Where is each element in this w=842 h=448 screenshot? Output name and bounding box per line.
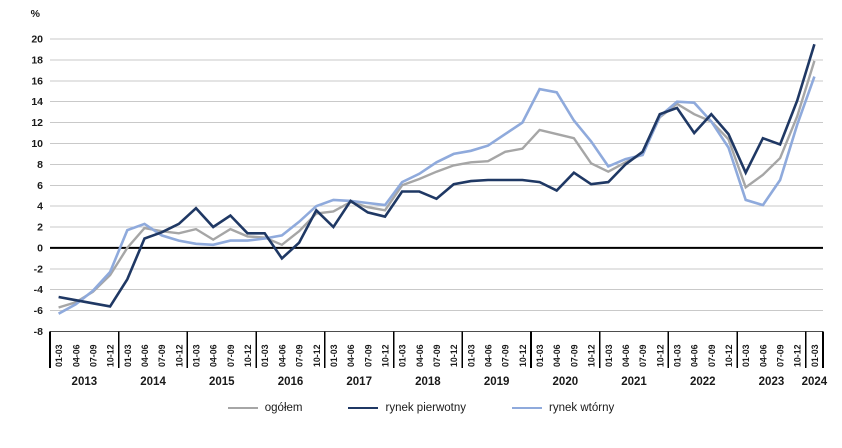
- svg-text:07-09: 07-09: [432, 344, 442, 367]
- svg-text:10-12: 10-12: [793, 344, 803, 367]
- svg-text:2020: 2020: [553, 376, 579, 388]
- svg-text:10-12: 10-12: [380, 344, 390, 367]
- svg-text:01-03: 01-03: [260, 344, 270, 367]
- svg-text:04-06: 04-06: [71, 344, 81, 367]
- svg-text:04-06: 04-06: [346, 344, 356, 367]
- svg-text:04-06: 04-06: [140, 344, 150, 367]
- data-series-lines: [57, 43, 816, 315]
- svg-text:2014: 2014: [140, 376, 166, 388]
- svg-text:2024: 2024: [802, 376, 828, 388]
- svg-text:07-09: 07-09: [569, 344, 579, 367]
- svg-text:01-03: 01-03: [466, 344, 476, 367]
- svg-text:-2: -2: [34, 263, 43, 275]
- svg-text:10-12: 10-12: [174, 344, 184, 367]
- svg-text:6: 6: [37, 180, 43, 192]
- svg-text:2015: 2015: [209, 376, 235, 388]
- svg-text:04-06: 04-06: [621, 344, 631, 367]
- svg-text:01-03: 01-03: [398, 344, 408, 367]
- svg-text:04-06: 04-06: [552, 344, 562, 367]
- svg-text:10-12: 10-12: [724, 344, 734, 367]
- legend-item-rynek-wtorny: rynek wtórny: [512, 402, 614, 414]
- svg-text:2021: 2021: [621, 376, 647, 388]
- legend-label-rynek-wtorny: rynek wtórny: [549, 402, 615, 414]
- svg-text:10-12: 10-12: [449, 344, 459, 367]
- legend-line-ogolem-icon: [227, 406, 258, 410]
- svg-text:2022: 2022: [690, 376, 716, 388]
- legend-line-rynek-pierwotny-icon: [348, 406, 379, 410]
- chart-legend: ogółem rynek pierwotny rynek wtórny: [0, 402, 842, 414]
- svg-text:-4: -4: [34, 284, 43, 296]
- svg-text:04-06: 04-06: [690, 344, 700, 367]
- svg-text:-6: -6: [34, 305, 43, 317]
- svg-text:07-09: 07-09: [88, 344, 98, 367]
- svg-text:07-09: 07-09: [707, 344, 717, 367]
- svg-text:10-12: 10-12: [106, 344, 116, 367]
- svg-text:0: 0: [37, 242, 43, 254]
- svg-text:01-03: 01-03: [329, 344, 339, 367]
- svg-text:07-09: 07-09: [776, 344, 786, 367]
- legend-label-rynek-pierwotny: rynek pierwotny: [385, 402, 467, 414]
- legend-line-rynek-wtorny-icon: [512, 406, 543, 410]
- svg-text:2023: 2023: [759, 376, 785, 388]
- legend-item-ogolem: ogółem: [227, 402, 303, 414]
- svg-text:04-06: 04-06: [209, 344, 219, 367]
- svg-text:01-03: 01-03: [672, 344, 682, 367]
- svg-text:12: 12: [31, 117, 43, 129]
- svg-text:01-03: 01-03: [192, 344, 202, 367]
- svg-text:07-09: 07-09: [157, 344, 167, 367]
- svg-text:04-06: 04-06: [415, 344, 425, 367]
- svg-text:2016: 2016: [278, 376, 304, 388]
- svg-text:04-06: 04-06: [277, 344, 287, 367]
- svg-text:10-12: 10-12: [243, 344, 253, 367]
- svg-text:18: 18: [31, 54, 43, 66]
- svg-text:16: 16: [31, 75, 43, 87]
- svg-text:10: 10: [31, 138, 43, 150]
- svg-text:01-03: 01-03: [123, 344, 133, 367]
- svg-text:07-09: 07-09: [363, 344, 373, 367]
- legend-label-ogolem: ogółem: [264, 402, 303, 414]
- svg-text:07-09: 07-09: [501, 344, 511, 367]
- svg-text:07-09: 07-09: [638, 344, 648, 367]
- svg-text:01-03: 01-03: [54, 344, 64, 367]
- svg-text:2019: 2019: [484, 376, 510, 388]
- svg-text:4: 4: [37, 201, 43, 213]
- svg-text:10-12: 10-12: [518, 344, 528, 367]
- svg-text:07-09: 07-09: [226, 344, 236, 367]
- legend-item-rynek-pierwotny: rynek pierwotny: [348, 402, 466, 414]
- y-axis-unit-label: %: [31, 8, 41, 20]
- svg-text:01-03: 01-03: [535, 344, 545, 367]
- x-axis: 01-03 04-06 07-09 10-12 01-03 04-06 07-09 10-12…: [49, 331, 828, 388]
- svg-text:8: 8: [37, 159, 43, 171]
- svg-text:2018: 2018: [415, 376, 441, 388]
- svg-text:2013: 2013: [72, 376, 98, 388]
- svg-text:01-03: 01-03: [604, 344, 614, 367]
- svg-text:07-09: 07-09: [295, 344, 305, 367]
- svg-text:10-12: 10-12: [655, 344, 665, 367]
- svg-text:10-12: 10-12: [312, 344, 322, 367]
- svg-text:-8: -8: [34, 326, 43, 338]
- svg-text:2: 2: [37, 222, 43, 234]
- svg-text:20: 20: [31, 34, 43, 46]
- svg-text:01-03: 01-03: [810, 344, 820, 367]
- svg-text:10-12: 10-12: [587, 344, 597, 367]
- svg-text:04-06: 04-06: [484, 344, 494, 367]
- svg-text:01-03: 01-03: [741, 344, 751, 367]
- svg-text:14: 14: [31, 96, 43, 108]
- gridlines: [50, 38, 823, 332]
- svg-text:04-06: 04-06: [758, 344, 768, 367]
- svg-text:2017: 2017: [346, 376, 372, 388]
